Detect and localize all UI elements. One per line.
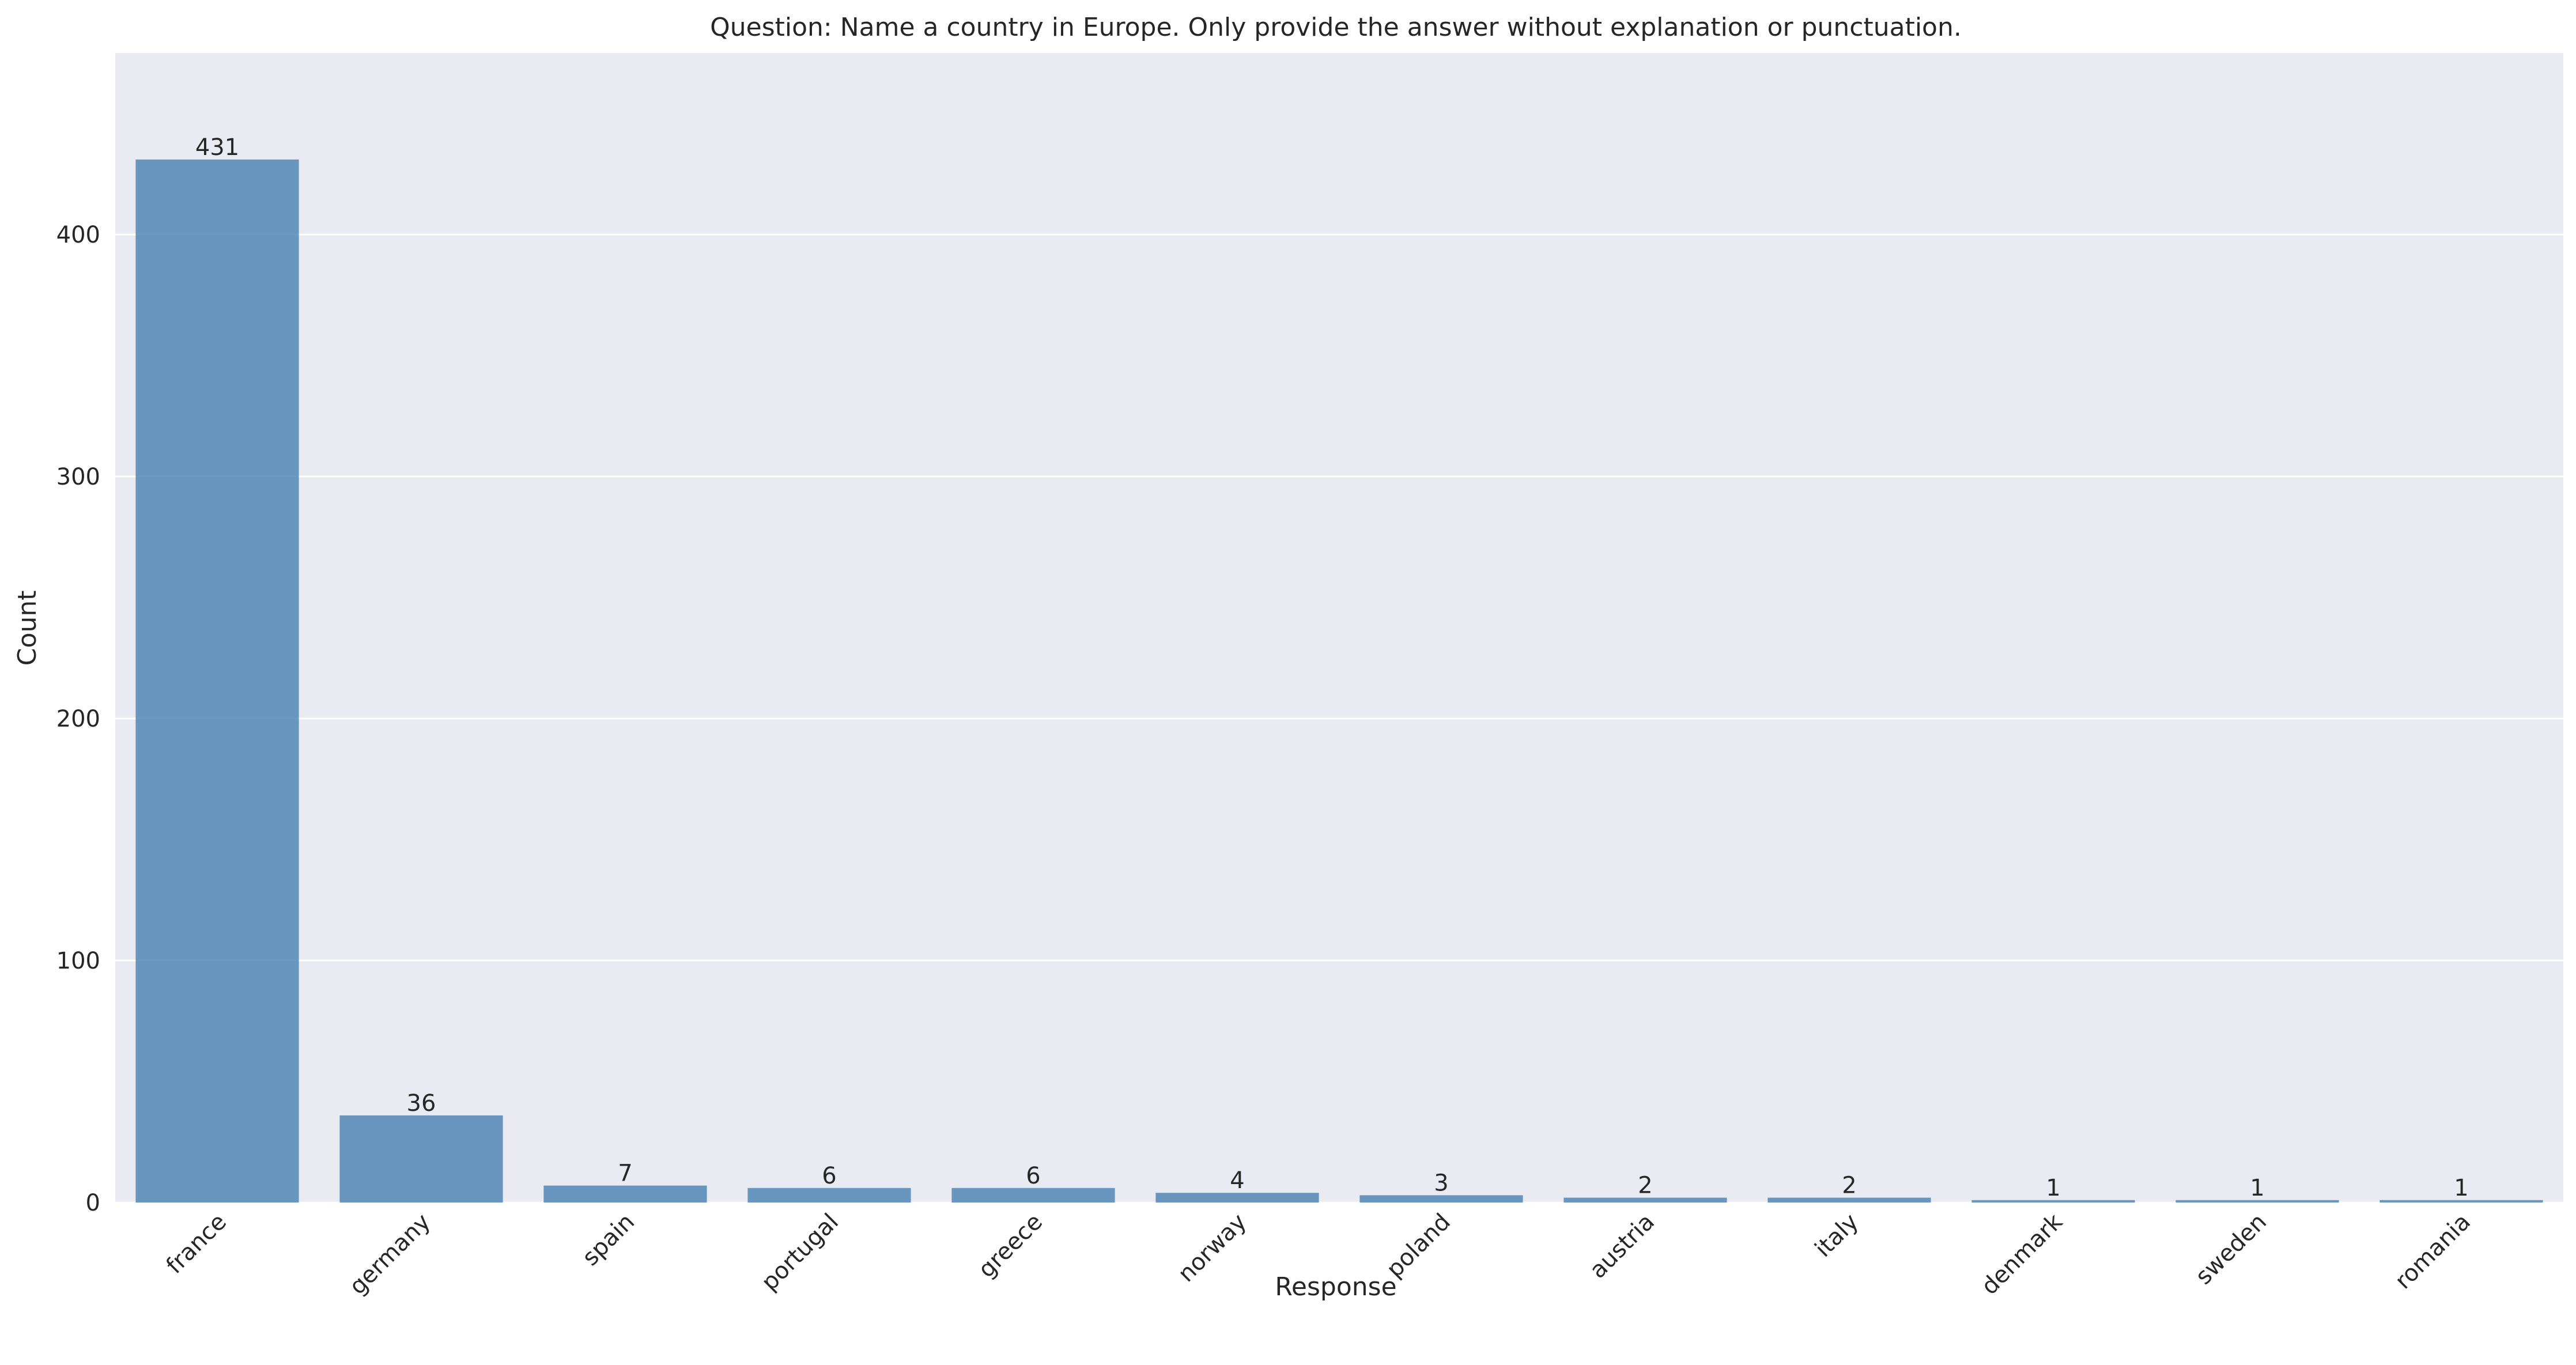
x-tick-label: romania (2390, 1209, 2476, 1295)
bars (135, 159, 2543, 1203)
x-tick-label: austria (1585, 1209, 1660, 1284)
bar-value-label: 1 (2250, 1175, 2264, 1201)
bar-sweden (2175, 1200, 2339, 1203)
bar-value-label: 1 (2454, 1175, 2468, 1201)
chart-title: Question: Name a country in Europe. Only… (710, 13, 1962, 42)
bar-value-label: 36 (407, 1090, 436, 1117)
plot-area (115, 53, 2563, 1203)
bar-france (135, 159, 299, 1203)
bar-value-labels: 431 36 7 6 6 4 3 2 2 1 1 1 (195, 134, 2469, 1201)
bar-value-label: 2 (1842, 1173, 1856, 1199)
bar-value-label: 4 (1230, 1167, 1244, 1194)
bar-poland (1359, 1195, 1523, 1203)
bar-greece (951, 1188, 1115, 1203)
y-tick-label: 200 (56, 706, 100, 732)
bar-value-label: 7 (618, 1160, 632, 1187)
y-tick-label: 100 (56, 948, 100, 974)
y-tick-label: 0 (86, 1190, 100, 1216)
gridlines (115, 233, 2563, 1204)
bar-value-label: 6 (822, 1163, 836, 1189)
bar-value-label: 1 (2046, 1175, 2060, 1201)
bar-romania (2379, 1200, 2543, 1203)
bar-austria (1563, 1197, 1727, 1203)
bar-germany (339, 1115, 503, 1203)
x-tick-label: norway (1173, 1209, 1252, 1288)
bar-norway (1155, 1193, 1319, 1203)
y-axis-ticks: 0 100 200 300 400 (56, 222, 100, 1216)
bar-value-label: 3 (1434, 1170, 1448, 1196)
bar-italy (1767, 1197, 1931, 1203)
x-tick-label: sweden (2190, 1209, 2272, 1290)
bar-portugal (747, 1188, 911, 1203)
x-tick-label: italy (1810, 1209, 1864, 1262)
x-tick-label: portugal (756, 1209, 844, 1296)
y-axis-label: Count (13, 591, 42, 666)
bar-value-label: 6 (1026, 1163, 1040, 1189)
x-tick-label: denmark (1976, 1208, 2068, 1300)
bar-value-label: 2 (1638, 1173, 1652, 1199)
x-tick-label: germany (345, 1209, 436, 1300)
bar-spain (543, 1185, 707, 1203)
x-tick-label: france (161, 1209, 232, 1279)
y-tick-label: 400 (56, 222, 100, 248)
x-tick-label: greece (973, 1209, 1048, 1283)
bar-denmark (1971, 1200, 2135, 1203)
x-axis-label: Response (1275, 1272, 1396, 1302)
bar-value-label: 431 (195, 134, 239, 161)
y-tick-label: 300 (56, 464, 100, 490)
x-tick-label: spain (577, 1209, 640, 1271)
